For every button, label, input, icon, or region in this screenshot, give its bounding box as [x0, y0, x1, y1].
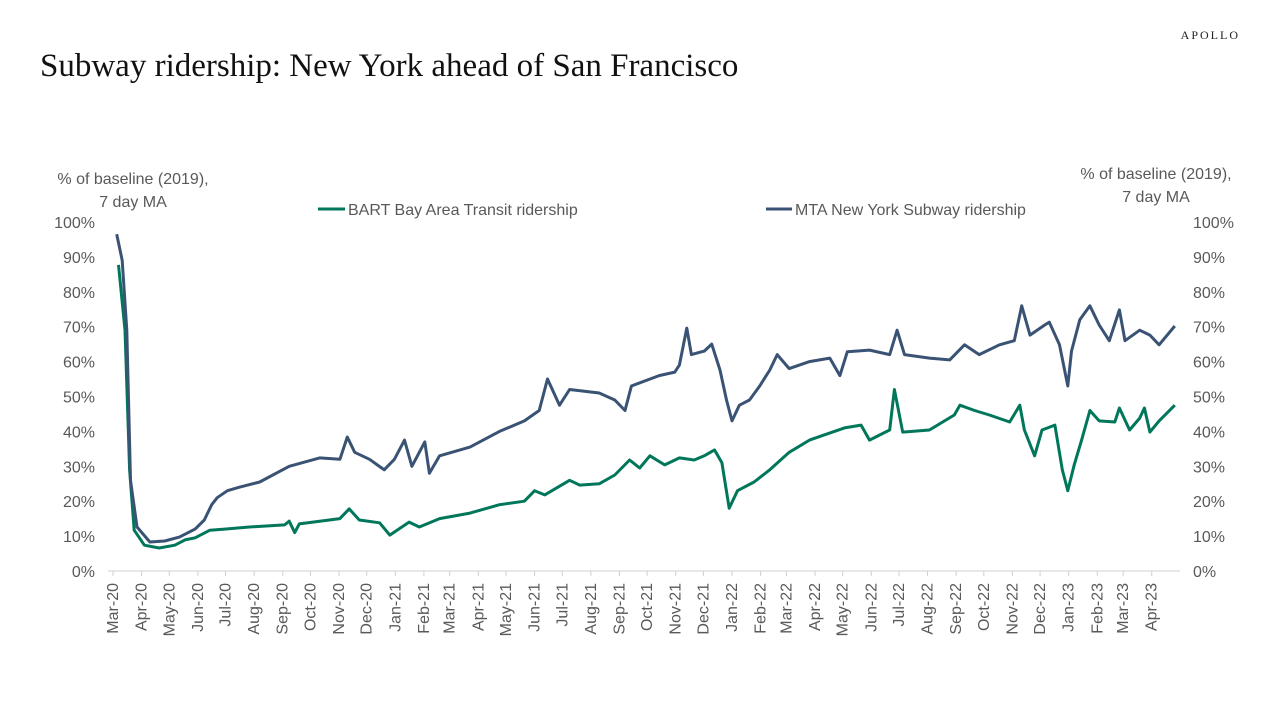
y-tick-label-left: 30% [63, 459, 95, 476]
y-tick-label-left: 100% [54, 215, 95, 232]
y-tick-label-left: 90% [63, 250, 95, 267]
y-tick-label-right: 70% [1193, 320, 1225, 337]
x-tick-label: Aug-22 [920, 583, 937, 635]
x-tick-label: Dec-21 [695, 583, 712, 635]
y-tick-label-right: 60% [1193, 355, 1225, 372]
y-tick-label-right: 10% [1193, 529, 1225, 546]
x-tick-label: Feb-22 [753, 583, 770, 634]
y-tick-label-left: 40% [63, 424, 95, 441]
x-tick-label: Mar-23 [1115, 583, 1132, 634]
page-title: Subway ridership: New York ahead of San … [40, 48, 739, 84]
y-axis-label-left-line1: % of baseline (2019), [57, 171, 208, 188]
x-tick-label: Dec-20 [359, 583, 376, 635]
y-tick-label-left: 70% [63, 320, 95, 337]
y-tick-label-left: 0% [72, 564, 95, 581]
y-tick-label-right: 0% [1193, 564, 1216, 581]
x-tick-label: Dec-22 [1032, 583, 1049, 635]
x-tick-label: Jan-22 [724, 583, 741, 632]
x-tick-label: Feb-21 [416, 583, 433, 634]
x-tick-label: Oct-20 [302, 583, 319, 631]
legend-label-bart: BART Bay Area Transit ridership [348, 202, 578, 219]
x-tick-label: May-21 [498, 583, 515, 636]
y-tick-label-right: 20% [1193, 494, 1225, 511]
x-tick-label: Sep-21 [611, 583, 628, 635]
x-tick-label: Apr-23 [1144, 583, 1161, 631]
y-tick-label-right: 100% [1193, 215, 1234, 232]
x-tick-label: Aug-20 [246, 583, 263, 635]
y-tick-labels: 0% 0% 10% 10% 20% 20% 30% 30% 40% 40% 50% 50% 60% 60%… [54, 215, 1234, 581]
x-tick-label: Sep-20 [275, 583, 292, 635]
y-tick-label-right: 40% [1193, 424, 1225, 441]
legend: BART Bay Area Transit ridership MTA New … [318, 202, 1026, 219]
x-tick-label: Nov-21 [668, 583, 685, 635]
series-lines [115, 233, 1176, 550]
y-tick-label-left: 20% [63, 494, 95, 511]
y-axis-label-right-line2: 7 day MA [1122, 189, 1190, 206]
series-line-mta [115, 233, 1176, 544]
x-tick-label: Jul-21 [554, 583, 571, 627]
x-tick-label: Apr-22 [807, 583, 824, 631]
x-tick-label: Jan-23 [1061, 583, 1078, 632]
y-axis-label-right-line1: % of baseline (2019), [1080, 166, 1231, 183]
x-tick-label: Jun-21 [527, 583, 544, 632]
x-tick-label: May-20 [161, 583, 178, 636]
y-tick-label-right: 90% [1193, 250, 1225, 267]
x-tick-label: Mar-21 [442, 583, 459, 634]
x-tick-label: Jul-22 [891, 583, 908, 627]
y-tick-label-right: 50% [1193, 390, 1225, 407]
x-tick-label: Apr-21 [470, 583, 487, 631]
apollo-logo: APOLLO [1180, 28, 1240, 42]
x-tick-label: Oct-21 [639, 583, 656, 631]
x-tick-label: Jun-22 [863, 583, 880, 632]
x-tick-label: Jul-20 [218, 583, 235, 627]
y-tick-label-right: 30% [1193, 459, 1225, 476]
x-tick-labels: Mar-20 Apr-20 May-20 Jun-20 Jul-20 Aug-20 Sep-… [105, 571, 1161, 636]
y-axis-label-right: % of baseline (2019), 7 day MA [1080, 166, 1231, 206]
x-tick-label: Jan-21 [387, 583, 404, 632]
legend-label-mta: MTA New York Subway ridership [795, 202, 1026, 219]
y-axis-label-left: % of baseline (2019), 7 day MA [57, 171, 208, 211]
x-tick-label: Mar-20 [105, 583, 122, 634]
x-tick-label: Sep-22 [948, 583, 965, 635]
x-tick-label: Oct-22 [976, 583, 993, 631]
y-tick-label-left: 50% [63, 390, 95, 407]
x-tick-label: Jun-20 [190, 583, 207, 632]
x-tick-label: Feb-23 [1089, 583, 1106, 634]
y-tick-label-left: 60% [63, 355, 95, 372]
y-tick-label-left: 80% [63, 285, 95, 302]
x-tick-label: Nov-22 [1004, 583, 1021, 635]
y-tick-label-left: 10% [63, 529, 95, 546]
x-tick-label: Aug-21 [583, 583, 600, 635]
y-tick-label-right: 80% [1193, 285, 1225, 302]
series-line-bart [117, 264, 1176, 550]
y-axis-label-left-line2: 7 day MA [99, 194, 167, 211]
x-tick-label: May-22 [835, 583, 852, 636]
x-tick-label: Mar-22 [778, 583, 795, 634]
x-tick-label: Nov-20 [331, 583, 348, 635]
x-tick-label: Apr-20 [134, 583, 151, 631]
